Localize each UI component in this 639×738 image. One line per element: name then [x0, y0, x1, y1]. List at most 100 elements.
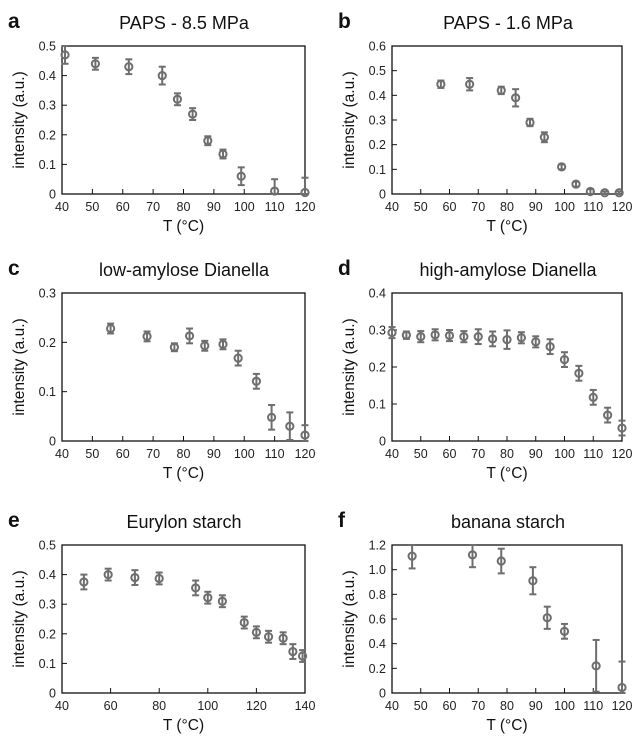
data-marker [574, 368, 584, 378]
plot-frame [61, 45, 306, 195]
data-point-1 [465, 77, 475, 92]
y-tick-label: 0.5 [369, 64, 386, 78]
x-tick-label: 50 [414, 200, 428, 214]
chart-panel-d: d high-amylose Dianella 40 50 60 70 80 90 100 110… [338, 257, 632, 482]
data-point-4 [542, 605, 552, 630]
x-tick-label: 40 [385, 699, 399, 713]
data-marker [588, 392, 598, 402]
data-point-16 [617, 419, 627, 437]
y-tick-label: 0.4 [39, 568, 56, 582]
y-tick-label: 0.1 [39, 385, 56, 399]
x-tick-label: 80 [152, 699, 166, 713]
data-point-4 [525, 117, 535, 128]
data-point-2 [130, 569, 140, 586]
data-marker [263, 632, 274, 642]
data-marker [157, 71, 167, 81]
x-tick-label: 90 [529, 447, 543, 461]
chart-title: low-amylose Dianella [99, 260, 270, 280]
data-marker [488, 334, 498, 344]
data-marker [233, 353, 243, 363]
data-point-5 [539, 131, 549, 144]
y-tick-label: 0.3 [369, 114, 386, 128]
x-tick-label: 60 [443, 699, 457, 713]
data-marker [416, 332, 426, 342]
x-tick-label: 100 [554, 699, 575, 713]
y-axis-label: intensity (a.u.) [11, 318, 28, 415]
data-marker [200, 341, 210, 351]
data-marker [239, 617, 249, 628]
data-marker [591, 661, 601, 671]
x-axis-label: T (°C) [163, 465, 204, 482]
data-marker [154, 573, 164, 584]
x-tick-label: 120 [612, 699, 633, 713]
data-marker [142, 331, 152, 342]
data-marker [387, 327, 397, 338]
x-axis-label: T (°C) [486, 717, 527, 734]
data-point-8 [266, 403, 277, 431]
panel-letter: f [338, 509, 346, 532]
data-marker [496, 85, 506, 96]
y-axis-label: intensity (a.u.) [11, 570, 28, 667]
data-marker [266, 412, 277, 422]
x-tick-label: 120 [612, 200, 633, 214]
y-tick-label: 0.5 [39, 40, 56, 54]
data-marker [203, 136, 213, 146]
data-point-3 [430, 328, 440, 342]
data-marker [278, 633, 288, 643]
data-marker [436, 79, 446, 89]
y-tick-label: 0.1 [39, 657, 56, 671]
data-point-5 [203, 590, 213, 605]
data-point-15 [603, 406, 613, 424]
x-tick-label: 110 [265, 447, 285, 461]
data-marker [614, 188, 624, 198]
x-tick-label: 100 [554, 447, 575, 461]
panel-letter: a [8, 10, 20, 33]
y-tick-label: 0.4 [369, 89, 386, 103]
y-tick-label: 0.2 [369, 361, 386, 375]
data-point-7 [617, 660, 627, 694]
x-tick-label: 110 [265, 200, 285, 214]
data-marker [502, 335, 512, 345]
data-point-5 [559, 622, 570, 640]
y-tick-label: 0.3 [369, 324, 386, 338]
y-tick-label: 1.0 [369, 563, 386, 577]
x-tick-label: 80 [500, 200, 514, 214]
data-point-12 [297, 649, 308, 663]
x-tick-label: 140 [295, 699, 316, 713]
data-marker [300, 187, 310, 198]
chart-title: banana starch [451, 512, 565, 532]
x-tick-label: 90 [207, 200, 221, 214]
data-marker [103, 570, 113, 580]
chart-panel-f: f banana starch 40 50 60 70 80 90 100 110 120 0 0.2 0… [338, 509, 632, 734]
data-point-9 [270, 178, 280, 196]
data-point-8 [502, 329, 512, 350]
data-point-1 [90, 56, 101, 71]
y-axis-label: intensity (a.u.) [11, 71, 28, 168]
x-tick-label: 50 [85, 200, 99, 214]
data-marker [251, 376, 261, 386]
data-marker [285, 421, 295, 431]
data-point-4 [172, 92, 183, 107]
data-point-10 [300, 176, 310, 198]
data-marker [169, 342, 179, 352]
x-tick-label: 60 [443, 447, 457, 461]
data-marker [60, 50, 70, 60]
x-tick-label: 100 [197, 699, 218, 713]
y-tick-label: 0.3 [39, 287, 56, 301]
data-marker [401, 330, 411, 340]
data-marker [603, 410, 613, 420]
data-marker [236, 171, 246, 181]
data-marker [444, 330, 455, 341]
data-point-1 [142, 330, 152, 343]
data-point-4 [191, 579, 201, 597]
data-point-6 [473, 328, 483, 346]
data-marker [559, 355, 570, 365]
x-tick-label: 70 [146, 447, 160, 461]
data-point-1 [467, 544, 478, 569]
data-point-11 [545, 338, 555, 356]
data-point-8 [251, 625, 261, 640]
panel-letter: c [8, 257, 20, 280]
data-point-0 [436, 79, 446, 89]
x-tick-label: 60 [116, 200, 130, 214]
